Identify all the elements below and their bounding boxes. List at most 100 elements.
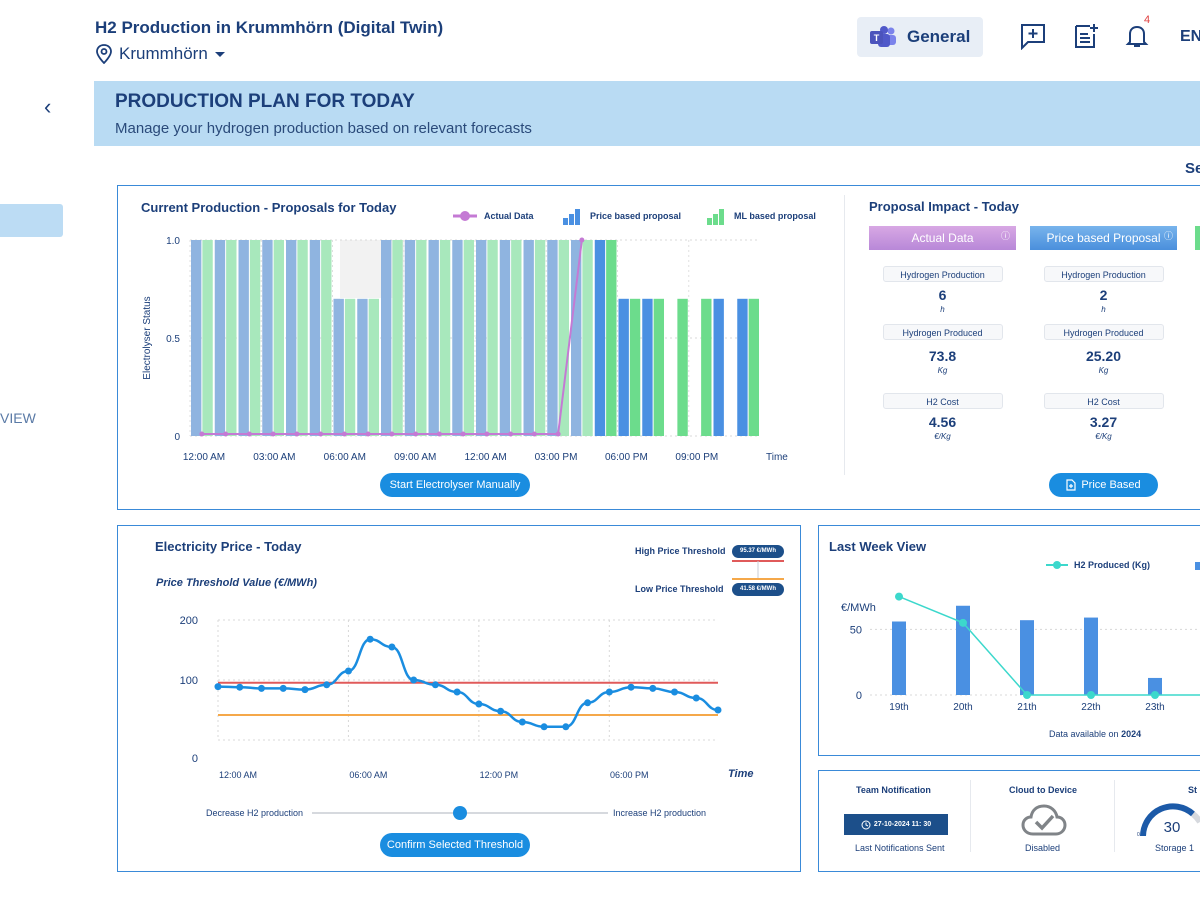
legend-ml-icon (707, 209, 724, 225)
last-week-ylabel: €/MWh (841, 602, 876, 614)
impact-header-price-label: Price based Proposal (1046, 231, 1161, 245)
status-divider (970, 780, 971, 852)
price-bar (737, 298, 748, 436)
x-tick-label: 12:00 AM (464, 452, 506, 463)
price-point (388, 643, 396, 651)
x-tick-label: 06:00 AM (324, 452, 366, 463)
ml-bar (439, 240, 451, 436)
y-tick-label: 1.0 (166, 236, 180, 247)
data-available-year: 2024 (1121, 729, 1142, 739)
y-tick-label: 50 (850, 624, 862, 636)
x-axis-label: Time (728, 768, 753, 780)
price-bar (214, 240, 226, 436)
price-point (410, 676, 418, 684)
cost-unit: €/Kg (1095, 432, 1112, 441)
week-bar (1020, 620, 1034, 695)
legend-h2-label: H2 Produced (Kg) (1074, 560, 1151, 570)
actual-data-point (436, 431, 442, 437)
teams-channel-button[interactable]: T General (857, 17, 983, 57)
storage-min: 0 (1137, 832, 1140, 838)
price-bar (404, 240, 416, 436)
ml-bar (677, 298, 688, 436)
price-bar (191, 240, 202, 436)
page-title: H2 Production in Krummhörn (Digital Twin… (95, 18, 444, 37)
price-point (540, 723, 548, 731)
h2-produced-point (1151, 691, 1159, 699)
impact-column-price: Price based Proposal ⓘ Hydrogen Producti… (1030, 226, 1177, 441)
low-threshold-value[interactable]: 41.58 €/MWh (732, 583, 784, 596)
price-point (584, 699, 592, 707)
info-icon[interactable]: ⓘ (1000, 231, 1010, 241)
pill-production: Hydrogen Production (1043, 266, 1164, 282)
x-tick-label: 12:00 AM (219, 770, 257, 780)
location-selector[interactable]: Krummhörn (95, 44, 226, 64)
confirm-threshold-button[interactable]: Confirm Selected Threshold (380, 833, 530, 857)
week-bar (1084, 617, 1098, 695)
actual-data-point (460, 431, 466, 437)
ml-bar (344, 298, 356, 436)
price-bar (381, 240, 392, 436)
ml-bar (487, 240, 498, 436)
price-based-label: Price Based (1081, 479, 1141, 491)
price-bar (642, 298, 653, 436)
document-icon (1066, 479, 1076, 491)
page-banner: PRODUCTION PLAN FOR TODAY Manage your hy… (94, 81, 1200, 146)
produced-kg: 73.8 (928, 348, 957, 364)
increase-label: Increase H2 production (613, 808, 707, 818)
start-electrolyser-button[interactable]: Start Electrolyser Manually (380, 473, 530, 497)
price-bar (523, 240, 534, 436)
price-based-button[interactable]: Price Based (1049, 473, 1158, 497)
high-threshold-value[interactable]: 95.37 €/MWh (732, 545, 784, 558)
info-icon[interactable]: ⓘ (1163, 231, 1173, 241)
impact-divider (844, 195, 845, 475)
legend-price-icon (563, 209, 580, 225)
price-point (257, 684, 265, 692)
team-notification-caption: Last Notifications Sent (855, 843, 945, 853)
impact-header-actual: Actual Data ⓘ (869, 226, 1016, 250)
h2-produced-point (1087, 691, 1095, 699)
price-point (671, 688, 679, 696)
x-tick-label: 19th (889, 702, 908, 713)
ml-bar (202, 240, 213, 436)
location-label: Krummhörn (119, 44, 208, 63)
team-notification-date[interactable]: 27-10-2024 11: 30 (844, 814, 948, 835)
storage-value: 30 (1164, 819, 1181, 836)
price-bar (618, 298, 629, 436)
price-point (431, 681, 439, 689)
legend-h2-icon (1046, 561, 1068, 569)
banner-title: PRODUCTION PLAN FOR TODAY (115, 91, 415, 112)
team-date-label: 27-10-2024 11: 30 (873, 821, 932, 828)
add-note-icon[interactable] (1072, 22, 1100, 50)
language-selector[interactable]: EN (1180, 28, 1200, 45)
ml-bar (629, 298, 641, 436)
legend-actual-label: Actual Data (484, 211, 534, 221)
partial-right-label[interactable]: Se (1185, 160, 1200, 177)
y-tick-label: 200 (180, 615, 198, 627)
x-tick-label: 06:00 AM (349, 770, 387, 780)
price-point (366, 635, 374, 643)
y-tick-label: 100 (180, 675, 198, 687)
x-tick-label: 06:00 PM (605, 452, 648, 463)
week-bar (1148, 677, 1162, 695)
x-tick-label: 03:00 PM (535, 452, 578, 463)
y-tick-label: 0.5 (166, 334, 180, 345)
price-bar (262, 240, 273, 436)
cost-unit: €/Kg (934, 432, 951, 441)
x-tick-label: 09:00 AM (394, 452, 436, 463)
production-hours: 6 (938, 287, 947, 303)
threshold-subtitle: Price Threshold Value (€/MWh) (156, 577, 317, 589)
price-bar (594, 240, 606, 436)
threshold-slider-thumb[interactable] (453, 806, 467, 820)
x-tick-label: 21th (1017, 702, 1036, 713)
actual-data-point (223, 431, 229, 437)
bell-icon[interactable] (1123, 22, 1151, 50)
sidebar-active-item[interactable] (0, 204, 63, 237)
electricity-title: Electricity Price - Today (155, 539, 302, 554)
collapse-sidebar-icon[interactable]: ‹ (44, 94, 52, 119)
actual-data-point (579, 237, 585, 243)
price-point (562, 723, 570, 731)
sidebar-item-view[interactable]: VIEW (0, 410, 36, 426)
price-point (214, 683, 222, 691)
price-bar (476, 240, 487, 436)
add-comment-icon[interactable] (1019, 22, 1047, 50)
